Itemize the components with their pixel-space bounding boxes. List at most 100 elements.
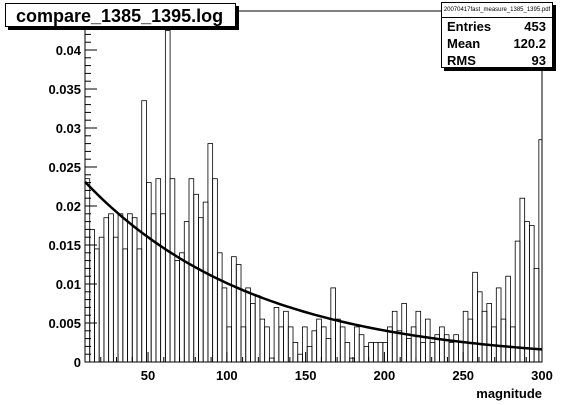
histogram-bin — [273, 306, 280, 363]
histogram-bin — [306, 345, 313, 363]
histogram-bin — [481, 310, 488, 363]
y-tick-label: 0.025 — [48, 160, 81, 175]
y-tick-label: 0.005 — [48, 316, 81, 331]
histogram-bin — [179, 252, 185, 363]
histogram-bin — [467, 318, 474, 363]
histogram-bin — [420, 342, 426, 363]
histogram-bin — [382, 342, 388, 363]
histogram-bin — [439, 326, 445, 363]
histogram-bin — [264, 326, 270, 363]
stats-label: Entries — [447, 19, 492, 34]
histogram-bin — [136, 248, 143, 363]
histogram-bin — [188, 178, 195, 363]
plot-frame — [84, 10, 543, 363]
histogram-bin — [169, 178, 176, 363]
histogram-bin — [476, 291, 483, 363]
histogram-bin — [391, 310, 398, 363]
histogram-bin — [363, 345, 370, 363]
histogram-bin — [235, 264, 242, 363]
histogram-bin — [528, 225, 535, 363]
histogram-bin — [160, 213, 166, 363]
histogram-bin — [278, 326, 284, 363]
histogram-bin — [519, 197, 526, 363]
histogram-bin — [410, 326, 417, 363]
histogram-bin — [325, 338, 332, 363]
histogram-bin — [311, 330, 318, 363]
histogram-bin — [453, 334, 459, 363]
histogram-bin — [103, 217, 110, 363]
chart-title: compare_1385_1395.log — [5, 3, 236, 27]
histogram-bin — [117, 213, 124, 363]
stats-value: 93 — [531, 53, 546, 68]
histogram-bin — [354, 326, 360, 363]
histogram-bin — [131, 217, 138, 363]
histogram-bin — [198, 217, 204, 363]
histogram-bin — [505, 275, 511, 363]
histogram-bin — [245, 287, 251, 363]
histogram-bin — [250, 303, 256, 363]
histogram-bin — [98, 236, 105, 363]
stats-row-entries: Entries 453 — [442, 18, 552, 35]
histogram-bin — [320, 326, 327, 363]
stats-label: Mean — [447, 36, 481, 51]
histogram-bin — [254, 295, 261, 363]
histogram-bin — [297, 353, 303, 363]
histogram-bin — [259, 318, 266, 363]
y-tick-label: 0.04 — [56, 43, 82, 58]
histogram-bin — [472, 271, 478, 363]
histogram-bin — [212, 178, 218, 363]
histogram-bin — [377, 342, 384, 363]
histogram-bin — [108, 213, 114, 363]
histogram-bin — [226, 326, 232, 363]
x-tick-label: 50 — [141, 368, 155, 383]
histogram-bin — [495, 287, 502, 363]
y-tick-label: 0.015 — [48, 238, 81, 253]
histogram-bin — [330, 287, 336, 363]
histogram-bin — [500, 318, 507, 363]
histogram-bin — [207, 143, 214, 363]
histogram-bin — [510, 326, 516, 363]
histogram-bin — [146, 182, 152, 363]
histogram-bin — [127, 213, 133, 363]
histogram-bin — [358, 334, 365, 363]
histogram-bin — [193, 193, 199, 363]
histogram-bin — [89, 228, 95, 363]
stats-box: 20070417fast_measure_1385_1395.pdf Entri… — [441, 2, 553, 68]
x-tick-label: 250 — [452, 368, 474, 383]
x-tick-label: 200 — [374, 368, 396, 383]
y-tick-label: 0 — [74, 355, 81, 370]
stats-label: RMS — [447, 53, 476, 68]
histogram-bin — [183, 221, 190, 363]
histogram-bin — [202, 201, 209, 363]
histogram-bin — [155, 178, 162, 363]
histogram-bin — [283, 310, 289, 363]
x-tick-label: 300 — [531, 368, 553, 383]
x-tick-label: 100 — [216, 368, 238, 383]
histogram-bin — [287, 326, 294, 363]
histogram-bin — [174, 260, 180, 363]
histogram-bin — [141, 100, 147, 363]
fit-curve — [84, 180, 543, 351]
histogram-bin — [344, 342, 351, 363]
histogram-bin — [406, 338, 412, 363]
histogram-bin — [231, 256, 237, 363]
histogram-bin — [268, 357, 275, 363]
histogram-bin — [94, 248, 100, 363]
histogram-bin — [316, 318, 322, 363]
stats-header: 20070417fast_measure_1385_1395.pdf — [442, 3, 552, 18]
histogram-bin — [458, 342, 464, 363]
histogram-bin — [486, 303, 492, 363]
histogram-bin — [164, 30, 171, 363]
histogram-bin — [122, 248, 128, 363]
histogram-bin — [429, 342, 436, 363]
histogram-bin — [240, 326, 247, 363]
y-tick-label: 0.01 — [56, 277, 81, 292]
histogram-bin — [514, 240, 521, 363]
stats-value: 453 — [524, 19, 546, 34]
histogram-bin — [462, 310, 469, 363]
histogram-bin — [524, 221, 530, 363]
y-tick-label: 0.035 — [48, 82, 81, 97]
histogram-bin — [424, 318, 431, 363]
